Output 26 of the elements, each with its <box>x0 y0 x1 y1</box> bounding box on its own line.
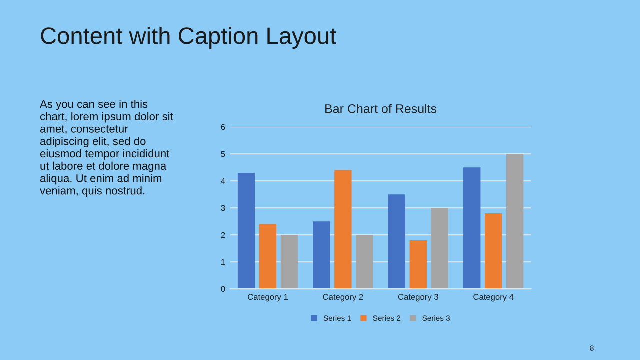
y-tick-label: 3 <box>221 205 226 212</box>
text: Content with Caption Layout <box>41 26 336 50</box>
y-tick-label: 1 <box>222 259 226 266</box>
chart-title: Bar Chart of Results <box>326 104 437 114</box>
bar <box>464 168 481 290</box>
y-tick-label: 6 <box>221 124 226 130</box>
y-tick-label: 2 <box>221 232 226 238</box>
bar <box>280 235 298 290</box>
text: As you can see in this chart, lorem ipsum dolor sit amet, consectetur adipiscing elit, sed do eiusmod tempor incididunt ut labore et dolore magna aliqua. Ut enim ad minim veniam, quis nostrud. <box>40 100 174 197</box>
x-tick-label: Category 4 <box>474 294 514 302</box>
bar <box>506 154 524 290</box>
bar <box>410 240 427 290</box>
y-tick-label: 5 <box>221 151 226 158</box>
bar <box>356 235 374 290</box>
bar <box>431 208 448 290</box>
bar <box>238 172 256 290</box>
bar <box>259 224 277 290</box>
bar <box>334 170 352 290</box>
x-tick-label: Category 2 <box>323 294 364 302</box>
y-tick-label: 4 <box>221 178 226 184</box>
x-tick-label: Category 3 <box>398 294 438 302</box>
bar <box>388 194 406 290</box>
bar <box>485 213 502 290</box>
x-tick-label: Category 1 <box>248 294 288 302</box>
bar <box>313 222 330 290</box>
y-tick-label: 0 <box>221 286 226 292</box>
